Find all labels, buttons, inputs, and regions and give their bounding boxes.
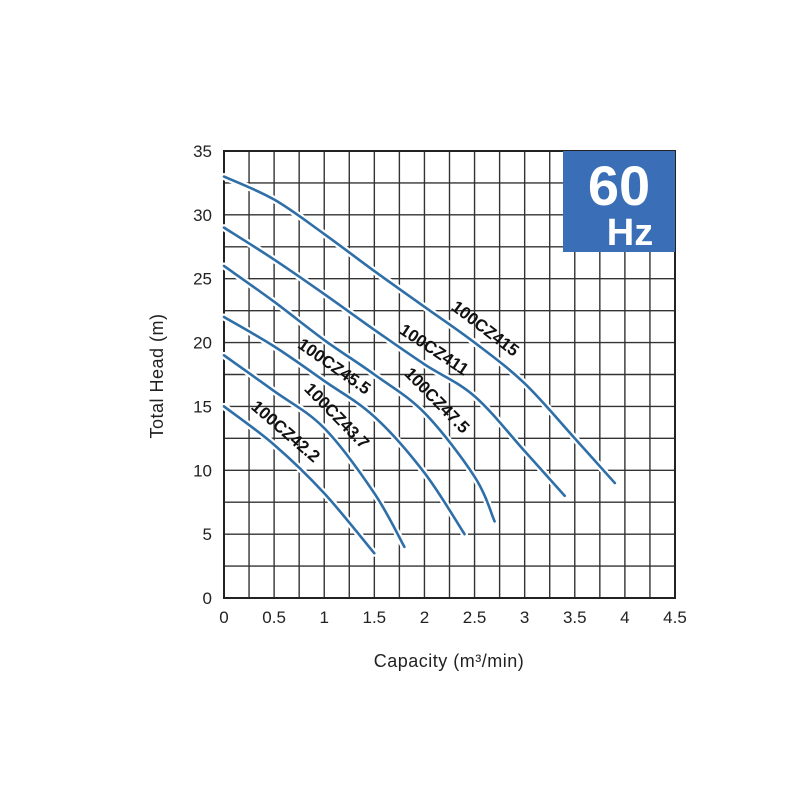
y-tick-label: 10 <box>193 461 212 480</box>
curve-100cz43-7 <box>222 354 406 549</box>
frequency-badge-background <box>563 151 675 252</box>
y-tick-label: 30 <box>193 206 212 225</box>
x-tick-label: 1.5 <box>363 608 387 627</box>
y-tick-label: 25 <box>193 270 212 289</box>
x-tick-label: 0 <box>219 608 228 627</box>
x-tick-label: 2.5 <box>463 608 487 627</box>
y-tick-label: 35 <box>193 142 212 161</box>
curve-100cz47-5 <box>222 264 496 523</box>
x-tick-label: 3 <box>520 608 529 627</box>
x-tick-label: 1 <box>319 608 328 627</box>
chart-curves <box>220 173 619 557</box>
frequency-badge-unit: Hz <box>607 212 653 254</box>
curve-100cz45-5 <box>222 315 466 536</box>
curve-100cz42-2 <box>222 405 376 555</box>
frequency-badge: 60 Hz <box>563 151 675 254</box>
curve-100cz411 <box>222 226 567 498</box>
y-tick-label: 15 <box>193 397 212 416</box>
x-tick-label: 4 <box>620 608 629 627</box>
curve-halo-100cz411 <box>220 224 569 500</box>
y-tick-label: 20 <box>193 334 212 353</box>
x-tick-label: 2 <box>420 608 429 627</box>
y-axis-title: Total Head (m) <box>147 313 167 438</box>
y-tick-label: 5 <box>203 525 212 544</box>
x-axis-title: Capacity (m³/min) <box>374 651 525 671</box>
x-tick-label: 0.5 <box>262 608 286 627</box>
curve-100cz415 <box>222 175 617 485</box>
frequency-badge-value: 60 <box>588 154 650 217</box>
plot-frame <box>223 150 676 599</box>
axis-ticks: 0 0.5 1 1.5 2 2.5 3 3.5 4 4.5 0 5 10 15 20 25 30 35 <box>193 142 687 627</box>
x-tick-label: 4.5 <box>663 608 687 627</box>
x-tick-label: 3.5 <box>563 608 587 627</box>
y-tick-label: 0 <box>203 589 212 608</box>
